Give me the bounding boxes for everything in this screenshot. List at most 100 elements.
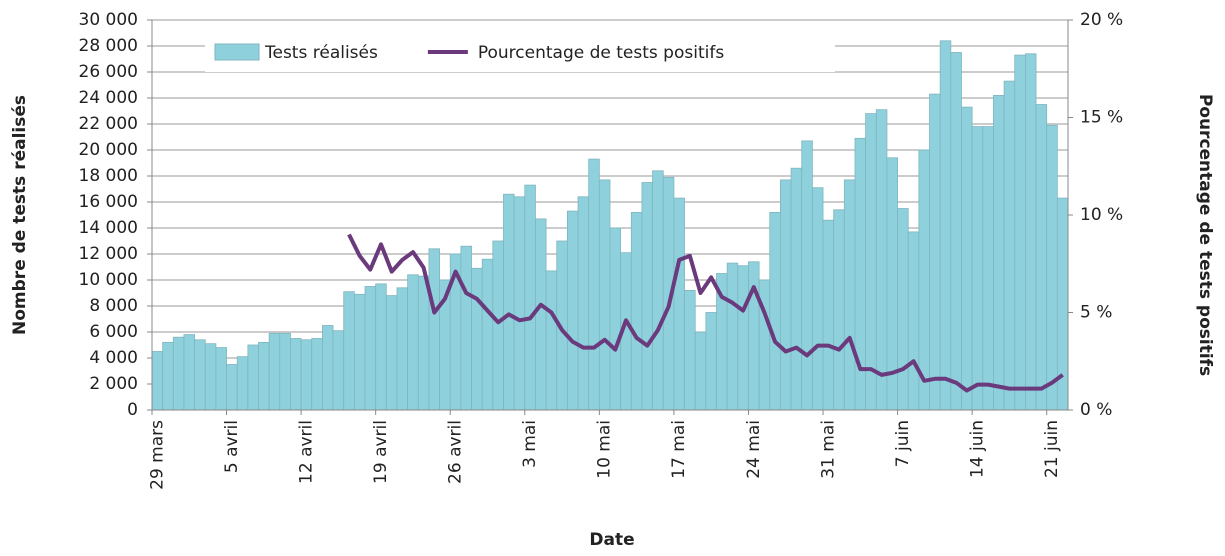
line (347, 233, 1064, 393)
y-tick-label: 24 000 (79, 88, 138, 108)
bar (726, 262, 739, 411)
bar (641, 182, 654, 411)
bar (790, 167, 803, 411)
y-tick-label: 18 000 (79, 166, 138, 186)
y-tick-label: 8 000 (89, 296, 138, 316)
bar (545, 270, 558, 411)
bar (290, 338, 302, 411)
y-tick-label: 10 000 (79, 270, 138, 290)
x-tick-label: 3 mai (520, 420, 540, 468)
y-tick-label: 28 000 (79, 36, 138, 56)
bar (801, 140, 813, 411)
bar (258, 341, 270, 411)
bar (236, 356, 249, 411)
bar (247, 344, 259, 411)
y-tick-label: 20 000 (79, 140, 138, 160)
y-tick-label: 6 000 (89, 322, 138, 342)
bar (396, 287, 409, 411)
bar (673, 197, 685, 411)
bar (684, 289, 696, 411)
bar (535, 218, 547, 411)
bar (705, 312, 717, 411)
legend: Tests réalisés Pourcentage de tests posit… (205, 32, 835, 72)
y-axis-title: Nombre de tests réalisés (10, 95, 30, 335)
bar (407, 274, 419, 411)
bar (151, 351, 164, 411)
bar (385, 295, 398, 411)
bar (875, 109, 888, 411)
x-tick-label: 19 avril (371, 420, 391, 484)
bar (566, 210, 579, 411)
y-tick-label: 16 000 (79, 192, 138, 212)
bar (588, 158, 600, 411)
bar (865, 113, 877, 411)
bar (630, 211, 643, 411)
bars (151, 40, 1069, 411)
bar (897, 208, 909, 411)
y2-tick-label: 10 % (1080, 205, 1123, 225)
bar (343, 291, 355, 411)
axes: 0 2 000 4 000 6 000 8 000 10 000 12 000 14 000 1… (79, 10, 1124, 490)
bar (428, 248, 440, 411)
y-tick-label: 4 000 (89, 348, 138, 368)
bar (524, 184, 536, 411)
bar (1024, 53, 1037, 411)
bar (311, 338, 323, 411)
x-tick-label: 5 avril (222, 420, 242, 473)
bar (748, 261, 760, 411)
x-tick-label: 17 mai (669, 420, 689, 479)
bar (1003, 80, 1016, 411)
y-tick-label: 26 000 (79, 62, 138, 82)
bar (929, 93, 941, 411)
bar (961, 106, 973, 411)
bar (268, 332, 281, 411)
bar (577, 196, 590, 411)
bar (417, 275, 430, 411)
x-tick-label: 24 mai (744, 420, 764, 479)
bar (364, 286, 377, 411)
y2-tick-label: 20 % (1080, 10, 1123, 30)
bar (375, 283, 387, 411)
y2-axis-title: Pourcentage de tests positifs (1195, 94, 1215, 376)
bar (1046, 124, 1058, 411)
bar (172, 336, 185, 411)
x-tick-label: 31 mai (818, 420, 838, 479)
x-axis-title: Date (589, 530, 634, 550)
y2-tick-label: 0 % (1080, 400, 1112, 420)
bar (492, 240, 504, 411)
bar (982, 126, 994, 411)
bar (652, 170, 664, 411)
bar (769, 211, 781, 411)
x-tick-label: 21 juin (1042, 420, 1062, 478)
bar (513, 196, 526, 411)
bar (780, 179, 792, 411)
x-tick-label: 26 avril (446, 420, 466, 484)
bar (737, 265, 749, 411)
bar (322, 325, 334, 411)
bar (609, 227, 622, 411)
bar (907, 231, 920, 411)
bar (971, 126, 984, 411)
bar (843, 179, 856, 411)
x-tick-label: 10 mai (595, 420, 615, 479)
bar (215, 347, 227, 411)
bar (811, 187, 824, 411)
bar (1014, 54, 1026, 411)
legend-bg (205, 32, 835, 72)
x-tick-label: 12 avril (296, 420, 316, 484)
x-tick-label: 29 mars (147, 420, 167, 490)
bar (833, 209, 845, 411)
y2-tick-label: 5 % (1080, 303, 1112, 323)
bar (204, 343, 217, 411)
bar (279, 332, 291, 411)
bar (822, 219, 835, 411)
bar (939, 40, 952, 411)
y2-tick-label: 15 % (1080, 108, 1123, 128)
y-tick-label: 0 (127, 400, 138, 420)
bar (226, 364, 238, 411)
bar (950, 52, 962, 411)
bar (183, 334, 196, 411)
bar (694, 331, 707, 411)
y-tick-label: 30 000 (79, 10, 138, 30)
